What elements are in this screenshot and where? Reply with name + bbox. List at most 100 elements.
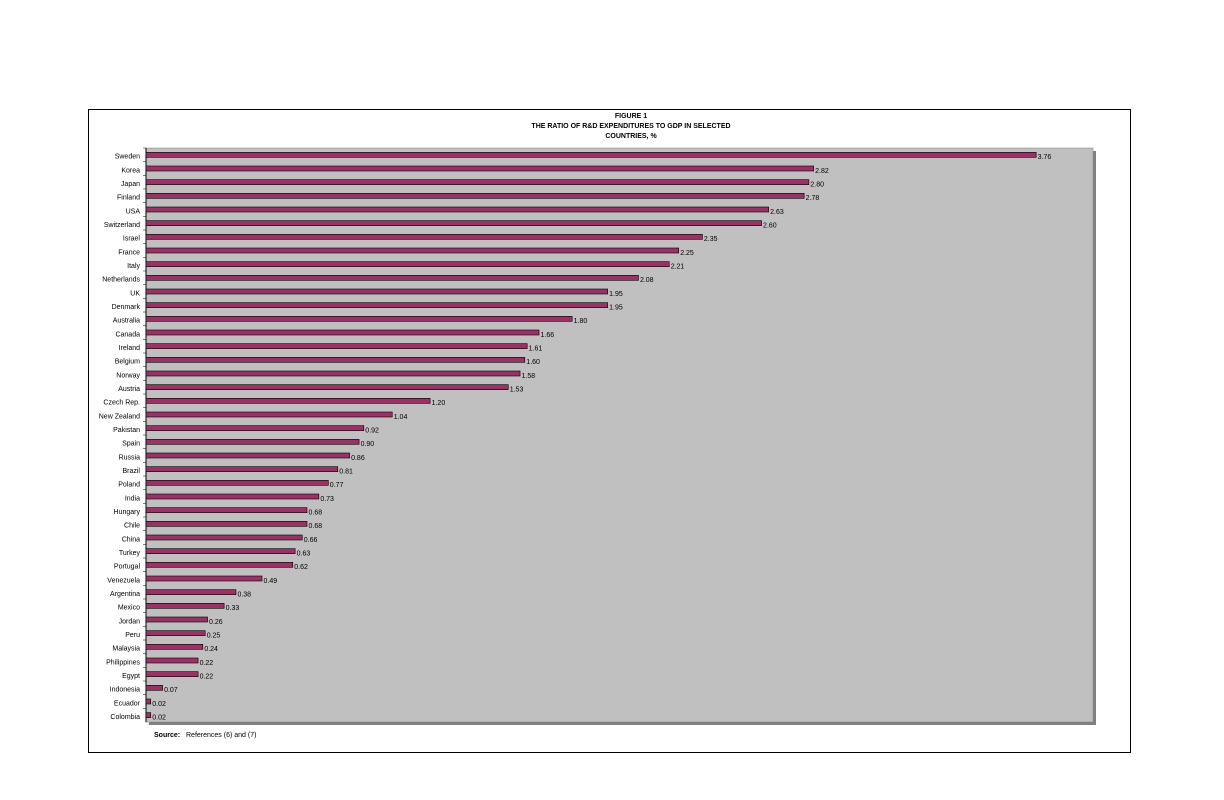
value-label: 0.25 (207, 633, 221, 640)
bar (145, 220, 762, 226)
y-tick-label: Denmark (112, 304, 141, 311)
bar (145, 261, 670, 267)
bar (145, 480, 329, 486)
y-tick-label: Israel (123, 236, 141, 243)
y-tick-label: France (118, 249, 140, 256)
y-tick-label: Canada (115, 331, 140, 338)
y-tick-label: Pakistan (113, 427, 140, 434)
value-label: 0.73 (320, 496, 334, 503)
value-label: 1.60 (526, 359, 540, 366)
bar (145, 698, 152, 705)
bar (145, 165, 814, 172)
y-tick-label: Portugal (114, 564, 141, 571)
value-label: 1.53 (510, 387, 524, 394)
bar (145, 521, 308, 527)
bar (145, 657, 199, 664)
value-label: 1.61 (529, 346, 543, 353)
value-label: 2.80 (810, 182, 824, 189)
bar (145, 644, 204, 650)
bar (145, 193, 805, 199)
y-tick-label: Philippines (106, 659, 140, 666)
chart-title: COUNTRIES, % (605, 133, 657, 140)
value-label: 0.68 (308, 510, 322, 517)
bar (145, 329, 540, 336)
value-label: 0.24 (204, 646, 218, 653)
bar (145, 152, 1037, 158)
y-tick-label: Mexico (118, 605, 140, 612)
value-label: 0.90 (361, 441, 375, 448)
bar (145, 685, 163, 691)
value-label: 0.92 (365, 428, 379, 435)
bar (145, 425, 365, 431)
bar (145, 452, 350, 459)
bar (145, 288, 608, 295)
bar (145, 534, 303, 541)
value-label: 0.49 (264, 578, 278, 585)
bar (145, 548, 296, 554)
y-tick-label: Netherlands (102, 277, 140, 284)
y-tick-label: Sweden (115, 154, 140, 161)
y-tick-label: Russia (119, 454, 141, 461)
bar (145, 234, 703, 240)
source-label: Source: (154, 732, 180, 739)
bar (145, 206, 769, 213)
y-tick-label: Egypt (122, 673, 140, 680)
y-tick-label: Indonesia (110, 687, 140, 694)
y-tick-label: Belgium (115, 359, 140, 366)
y-tick-label: Poland (118, 482, 140, 489)
value-label: 0.77 (330, 482, 344, 489)
value-label: 1.20 (432, 400, 446, 407)
value-label: 0.38 (237, 592, 251, 599)
bar (145, 671, 199, 677)
y-tick-label: Italy (127, 263, 140, 270)
value-label: 0.07 (164, 687, 178, 694)
bar (145, 343, 528, 349)
y-tick-label: Hungary (114, 509, 141, 516)
plot-area (145, 147, 1094, 723)
value-label: 0.33 (226, 605, 240, 612)
y-tick-label: Chile (124, 523, 140, 530)
value-label: 2.82 (815, 168, 829, 175)
value-label: 0.68 (308, 523, 322, 530)
y-tick-label: Czech Rep. (103, 400, 140, 407)
bar (145, 357, 526, 363)
value-label: 1.95 (609, 305, 623, 312)
bar (145, 575, 263, 582)
y-tick-label: Finland (117, 195, 140, 202)
value-label: 0.02 (152, 701, 166, 708)
y-tick-label: Turkey (119, 550, 141, 557)
y-tick-label: USA (126, 208, 141, 215)
bar (145, 398, 431, 404)
value-label: 1.66 (541, 332, 555, 339)
y-tick-label: Peru (125, 632, 140, 639)
y-tick-label: New Zealand (99, 413, 140, 420)
value-label: 2.25 (680, 250, 694, 257)
y-tick-label: Venezuela (107, 577, 140, 584)
bar (145, 302, 608, 308)
value-label: 2.63 (770, 209, 784, 216)
y-tick-label: Jordan (119, 618, 141, 625)
value-label: 0.02 (152, 715, 166, 722)
y-tick-label: Ireland (119, 345, 141, 352)
value-label: 0.66 (304, 537, 318, 544)
value-label: 2.35 (704, 236, 718, 243)
bar (145, 384, 509, 390)
bar (145, 370, 521, 377)
value-label: 1.80 (574, 318, 588, 325)
y-tick-label: UK (130, 290, 140, 297)
y-tick-label: China (122, 536, 140, 543)
y-tick-label: Switzerland (104, 222, 140, 229)
y-tick-label: India (125, 495, 140, 502)
bar (145, 562, 294, 568)
y-tick-label: Norway (116, 372, 140, 379)
bar (145, 439, 360, 445)
bar (145, 179, 810, 185)
value-label: 0.86 (351, 455, 365, 462)
value-label: 0.62 (294, 564, 308, 571)
bar (145, 630, 206, 636)
bar (145, 275, 639, 281)
value-label: 0.26 (209, 619, 223, 626)
bar (145, 493, 320, 500)
bar (145, 589, 237, 595)
